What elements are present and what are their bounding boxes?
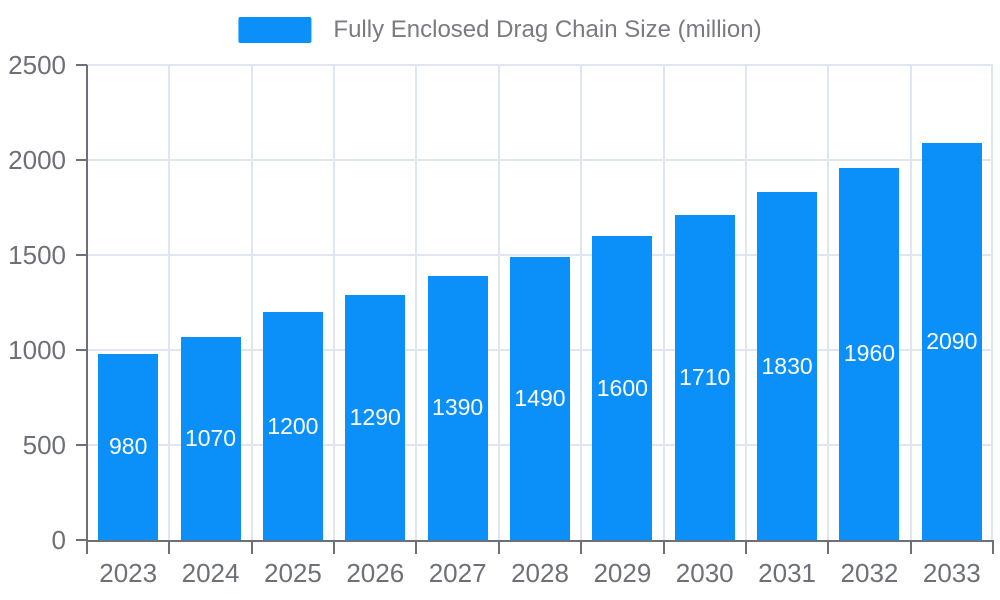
bar-value-label: 980	[108, 433, 148, 460]
x-axis-tick-label: 2027	[428, 558, 487, 588]
x-axis-tick	[168, 540, 170, 554]
x-axis-tick-label: 2023	[99, 558, 158, 588]
v-gridline	[910, 65, 912, 540]
bar-2031[interactable]: 1830	[757, 192, 818, 540]
y-axis-tick	[76, 444, 87, 446]
y-axis-tick	[76, 254, 87, 256]
bar-2027[interactable]: 1390	[427, 275, 488, 540]
v-gridline	[991, 65, 993, 540]
v-gridline	[333, 65, 335, 540]
y-axis-tick-label: 1000	[8, 335, 66, 365]
y-axis-tick-label: 1500	[8, 240, 66, 270]
x-axis-tick	[498, 540, 500, 554]
y-axis-tick	[76, 539, 87, 541]
bar-value-label: 1290	[349, 403, 401, 430]
bar-2033[interactable]: 2090	[921, 142, 982, 540]
bar-2024[interactable]: 1070	[180, 336, 241, 540]
x-axis-tick-label: 2031	[758, 558, 816, 588]
v-gridline	[827, 65, 829, 540]
bar-2030[interactable]: 1710	[674, 215, 735, 540]
h-gridline	[87, 64, 993, 66]
plot-area: 980 1070 1200 1290 1390 1490 1600 1710 1830 1960 2…	[87, 64, 993, 540]
x-axis-tick-label: 2029	[593, 558, 652, 588]
y-axis-tick-label: 2000	[8, 145, 66, 175]
v-gridline	[251, 65, 253, 540]
bar-2023[interactable]: 980	[98, 353, 159, 540]
x-axis-tick	[910, 540, 912, 554]
x-axis-tick-label: 2030	[675, 558, 734, 588]
h-gridline	[87, 254, 993, 256]
x-axis-tick	[827, 540, 829, 554]
bar-value-label: 1070	[184, 424, 237, 451]
x-axis-tick	[663, 540, 665, 554]
bar-2026[interactable]: 1290	[345, 294, 406, 540]
x-axis-tick-label: 2024	[181, 558, 240, 588]
x-axis-tick	[992, 540, 994, 554]
y-axis-tick-label: 2500	[8, 50, 66, 80]
bar-value-label: 1390	[432, 394, 484, 421]
y-axis-tick	[76, 64, 87, 66]
legend-label: Fully Enclosed Drag Chain Size (million)	[333, 16, 762, 43]
bar-value-label: 1490	[514, 384, 566, 411]
x-axis-tick-label: 2028	[511, 558, 569, 588]
v-gridline	[415, 65, 417, 540]
x-axis-tick	[415, 540, 417, 554]
v-gridline	[168, 65, 170, 540]
bar-2029[interactable]: 1600	[592, 236, 653, 540]
legend-item[interactable]: Fully Enclosed Drag Chain Size (million)	[238, 16, 762, 43]
bar-value-label: 1960	[843, 340, 896, 367]
x-axis-tick	[251, 540, 253, 554]
x-axis-tick	[580, 540, 582, 554]
x-axis-tick-label: 2026	[346, 558, 405, 588]
bar-2028[interactable]: 1490	[510, 256, 570, 540]
y-axis-tick	[76, 349, 87, 351]
x-axis-tick	[333, 540, 335, 554]
y-axis-tick-label: 0	[51, 525, 66, 555]
bar-value-label: 1200	[267, 412, 319, 439]
v-gridline	[663, 65, 665, 540]
bar-value-label: 1710	[679, 364, 731, 391]
bar-2025[interactable]: 1200	[262, 312, 323, 540]
x-axis-tick-label: 2032	[840, 558, 899, 588]
v-gridline	[745, 65, 747, 540]
x-axis-tick-label: 2025	[263, 558, 322, 588]
h-gridline	[87, 159, 993, 161]
bar-value-label: 1600	[596, 374, 648, 401]
bar-value-label: 2090	[926, 327, 978, 354]
y-axis-tick-label: 500	[22, 430, 66, 460]
x-axis-tick-label: 2033	[922, 558, 981, 588]
x-axis-line	[86, 540, 994, 542]
bar-value-label: 1830	[761, 352, 813, 379]
v-gridline	[498, 65, 500, 540]
bar-2032[interactable]: 1960	[839, 167, 900, 540]
x-axis-tick	[86, 540, 88, 554]
y-axis-tick	[76, 159, 87, 161]
legend-swatch	[238, 17, 312, 43]
x-axis-tick	[745, 540, 747, 554]
y-axis-line	[86, 65, 88, 554]
v-gridline	[580, 65, 582, 540]
